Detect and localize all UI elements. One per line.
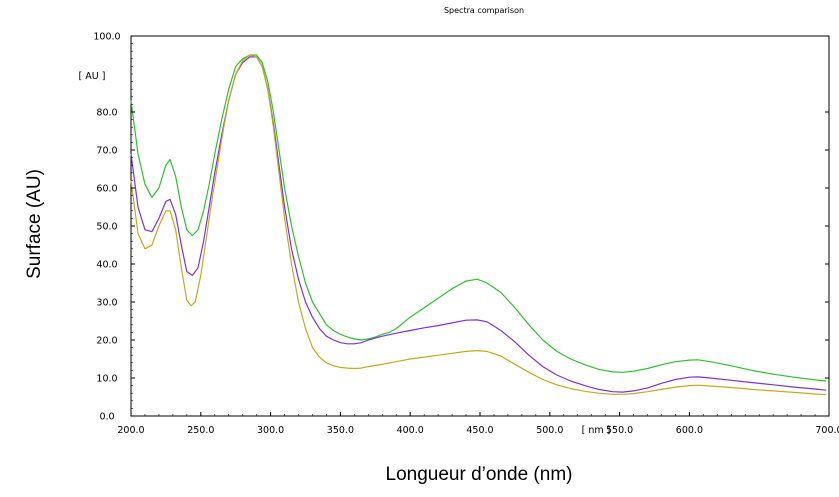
x-tick-label: 700.0 bbox=[815, 425, 839, 436]
x-tick-label: 600.0 bbox=[676, 425, 703, 436]
x-tick-label: 350.0 bbox=[327, 425, 354, 436]
x-tick-label: 300.0 bbox=[257, 425, 284, 436]
series-line-3 bbox=[130, 54, 827, 396]
plot-area: 200.0 250.0 300.0 350.0 400.0 450.0 500.0 550.0… bbox=[93, 32, 839, 437]
x-unit-label: [ nm ] bbox=[582, 425, 611, 436]
y-axis-title: Surface (AU) bbox=[24, 169, 45, 279]
y-tick-label: 40.0 bbox=[96, 260, 117, 271]
y-tick-label: 30.0 bbox=[96, 298, 117, 309]
y-tick-label: 50.0 bbox=[96, 222, 117, 233]
chart-title: Spectra comparison bbox=[444, 6, 524, 15]
series-group bbox=[130, 54, 827, 396]
y-tick-label: 0.0 bbox=[99, 412, 114, 423]
plot-frame bbox=[130, 35, 830, 417]
series-line-2 bbox=[130, 56, 827, 393]
y-tick-label: 70.0 bbox=[96, 146, 117, 157]
series-line-1 bbox=[130, 54, 827, 382]
y-tick-label: 10.0 bbox=[96, 374, 117, 385]
x-tick-label: 550.0 bbox=[606, 425, 633, 436]
x-tick-label: 450.0 bbox=[466, 425, 493, 436]
y-axis-ticks: 0.0 10.0 20.0 30.0 40.0 50.0 60.0 70.0 80.0 100.0 bbox=[93, 32, 829, 423]
y-tick-label: 20.0 bbox=[96, 336, 117, 347]
y-tick-label: 80.0 bbox=[96, 108, 117, 119]
x-axis-ticks: 200.0 250.0 300.0 350.0 400.0 450.0 500.0 550.0… bbox=[117, 412, 839, 436]
x-axis-title: Longueur d’onde (nm) bbox=[386, 464, 573, 485]
x-tick-label: 200.0 bbox=[117, 425, 144, 436]
x-tick-label: 500.0 bbox=[536, 425, 563, 436]
y-tick-label: 100.0 bbox=[93, 32, 120, 43]
y-unit-label: [ AU ] bbox=[79, 71, 106, 82]
x-tick-label: 400.0 bbox=[397, 425, 424, 436]
y-tick-label: 60.0 bbox=[96, 184, 117, 195]
x-tick-label: 250.0 bbox=[187, 425, 214, 436]
